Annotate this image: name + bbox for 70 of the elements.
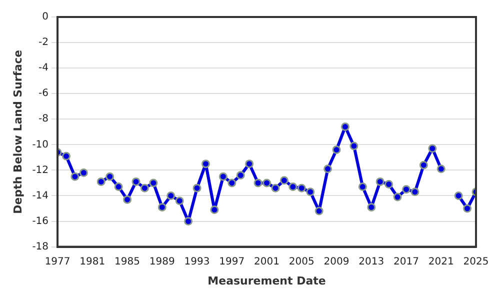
point xyxy=(350,142,358,150)
x-tick-label: 2021 xyxy=(428,256,454,268)
point xyxy=(297,184,306,192)
point xyxy=(306,188,315,196)
point xyxy=(236,171,245,180)
point xyxy=(419,160,428,170)
point xyxy=(158,202,166,212)
y-tick-label: -12 xyxy=(32,164,49,176)
point xyxy=(166,191,176,200)
x-tick-label: 2005 xyxy=(288,256,314,268)
point xyxy=(454,191,463,200)
point xyxy=(201,160,210,168)
point xyxy=(384,180,394,188)
x-tick-label: 2001 xyxy=(254,256,280,268)
point xyxy=(367,202,376,212)
point xyxy=(184,217,193,226)
y-tick-label: -18 xyxy=(32,241,49,252)
x-axis-title: Measurement Date xyxy=(208,274,326,288)
x-tick-label: 1997 xyxy=(219,256,245,268)
point xyxy=(149,178,158,188)
point xyxy=(114,182,123,192)
point xyxy=(245,160,254,168)
y-tick-label: -16 xyxy=(32,216,49,227)
x-tick-label: 1989 xyxy=(149,256,175,268)
y-tick-label: -4 xyxy=(38,62,49,74)
point xyxy=(175,196,184,206)
y-tick-label: -8 xyxy=(38,114,49,125)
point xyxy=(332,146,341,154)
point xyxy=(70,172,80,181)
point xyxy=(393,192,402,202)
point xyxy=(210,206,219,214)
x-tick-label: 1985 xyxy=(114,256,140,268)
point xyxy=(192,184,202,192)
x-tick-label: 1993 xyxy=(184,256,210,268)
y-tick-label: -2 xyxy=(38,37,49,48)
point xyxy=(324,164,332,174)
y-tick-label: -14 xyxy=(32,190,49,202)
y-axis-title: Depth Below Land Surface xyxy=(11,50,24,214)
point xyxy=(358,182,367,192)
point xyxy=(228,178,236,188)
point xyxy=(428,144,437,153)
y-tick-label: -6 xyxy=(38,88,49,100)
point xyxy=(314,206,324,216)
point xyxy=(106,172,114,181)
x-tick-label: 1977 xyxy=(44,256,70,268)
point xyxy=(218,172,228,181)
point xyxy=(123,195,132,204)
x-tick-label: 2017 xyxy=(394,256,419,268)
point xyxy=(132,177,140,186)
point xyxy=(254,178,262,188)
point xyxy=(402,185,411,194)
point xyxy=(271,184,280,192)
point xyxy=(410,188,420,196)
point xyxy=(79,168,88,178)
x-tick-label: 2025 xyxy=(463,256,489,268)
point xyxy=(463,204,472,213)
x-tick-label: 2009 xyxy=(324,256,350,268)
point xyxy=(288,182,298,192)
point xyxy=(62,152,70,160)
point xyxy=(140,184,149,192)
y-tick-label: 0 xyxy=(42,12,49,23)
x-tick-label: 1981 xyxy=(80,256,106,268)
point xyxy=(262,178,272,188)
point xyxy=(340,122,350,132)
y-tick-label: -10 xyxy=(32,139,49,150)
point xyxy=(436,164,446,174)
point xyxy=(376,177,384,186)
point xyxy=(96,177,106,186)
point xyxy=(280,176,288,185)
x-tick-label: 2013 xyxy=(358,256,384,268)
